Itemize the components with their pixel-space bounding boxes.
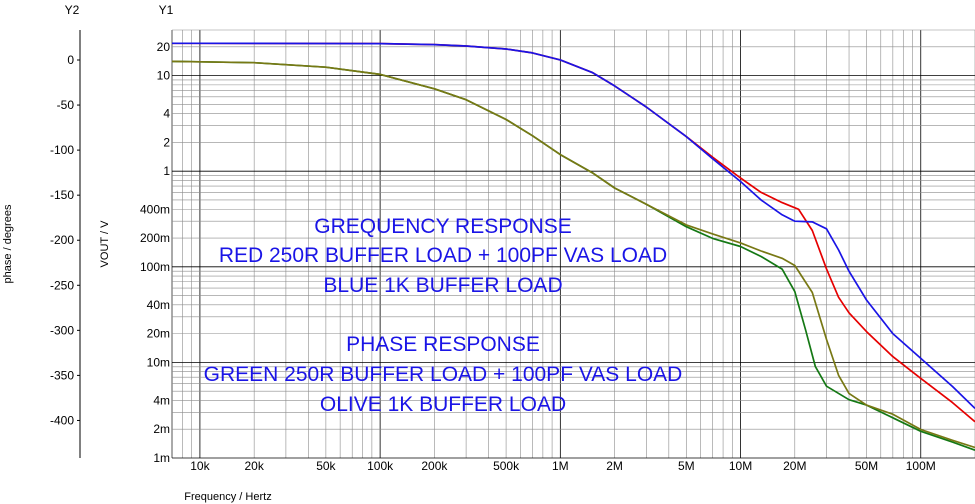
x-tick-label: 20M [783, 459, 806, 473]
x-tick-label: 2M [606, 459, 623, 473]
y2-tick-label: -400 [50, 413, 74, 427]
y1-tick-label: 10 [157, 69, 171, 83]
x-tick-label: 50M [855, 459, 878, 473]
x-tick-label: 200k [421, 459, 448, 473]
y2-tick-label: -50 [57, 98, 75, 112]
y2-tick-label: 0 [67, 53, 74, 67]
y1-tick-label: 4 [163, 107, 170, 121]
y1-tick-label: 10m [147, 355, 170, 369]
y1-tick-label: 20 [157, 40, 171, 54]
annotation-line-3: BLUE 1K BUFFER LOAD [323, 274, 562, 297]
x-tick-label: 100k [367, 459, 394, 473]
x-tick-labels: 10k 20k 50k 100k 200k 500k 1M 2M 5M 10M 20M 50M 100M [190, 459, 936, 473]
y2-tick-label: -300 [50, 323, 74, 337]
y2-tick-labels: 0 -50 -100 -150 -200 -250 -300 -350 -400 [50, 53, 80, 427]
y1-tick-label: 1 [163, 164, 170, 178]
y1-tick-label: 200m [140, 231, 170, 245]
y1-axis-label: VOUT / V [99, 220, 111, 268]
annotation-line-5: GREEN 250R BUFFER LOAD + 100PF VAS LOAD [204, 363, 683, 386]
x-tick-label: 1M [552, 459, 569, 473]
x-axis-label: Frequency / Hertz [184, 491, 271, 503]
x-tick-label: 10M [729, 459, 752, 473]
series-line-2 [172, 42, 975, 410]
x-tick-label: 10k [190, 459, 210, 473]
y2-tick-label: -100 [50, 143, 74, 157]
x-tick-label: 50k [316, 459, 336, 473]
x-tick-label: 20k [244, 459, 264, 473]
y1-tick-label: 4m [153, 393, 170, 407]
y2-axis-name: Y2 [65, 3, 80, 17]
y1-tick-label: 2m [153, 422, 170, 436]
y1-tick-label: 400m [140, 202, 170, 216]
annotation-line-2: RED 250R BUFFER LOAD + 100PF VAS LOAD [219, 244, 667, 267]
annotation-line-4: PHASE RESPONSE [346, 333, 540, 356]
y2-axis-label: phase / degrees [2, 204, 14, 283]
y1-tick-label: 100m [140, 260, 170, 274]
annotation-line-1: GREQUENCY RESPONSE [314, 215, 572, 238]
y1-axis-name: Y1 [159, 3, 174, 17]
x-tick-label: 5M [678, 459, 695, 473]
y2-tick-label: -200 [50, 233, 74, 247]
y1-tick-label: 40m [147, 298, 170, 312]
y2-tick-label: -250 [50, 278, 74, 292]
y2-tick-label: -350 [50, 368, 74, 382]
annotation-line-6: OLIVE 1K BUFFER LOAD [320, 393, 566, 416]
x-tick-label: 100M [906, 459, 936, 473]
y1-tick-label: 1m [153, 451, 170, 465]
plot-grid [171, 29, 975, 459]
y1-tick-labels: 20 10 4 2 1 400m 200m 100m 40m 20m 10m 4m 2m 1m [140, 40, 170, 465]
y1-tick-label: 20m [147, 327, 170, 341]
y2-tick-label: -150 [50, 188, 74, 202]
series-lines [171, 42, 975, 451]
x-tick-label: 500k [493, 459, 520, 473]
y1-tick-label: 2 [163, 135, 170, 149]
series-line-4 [171, 60, 975, 449]
